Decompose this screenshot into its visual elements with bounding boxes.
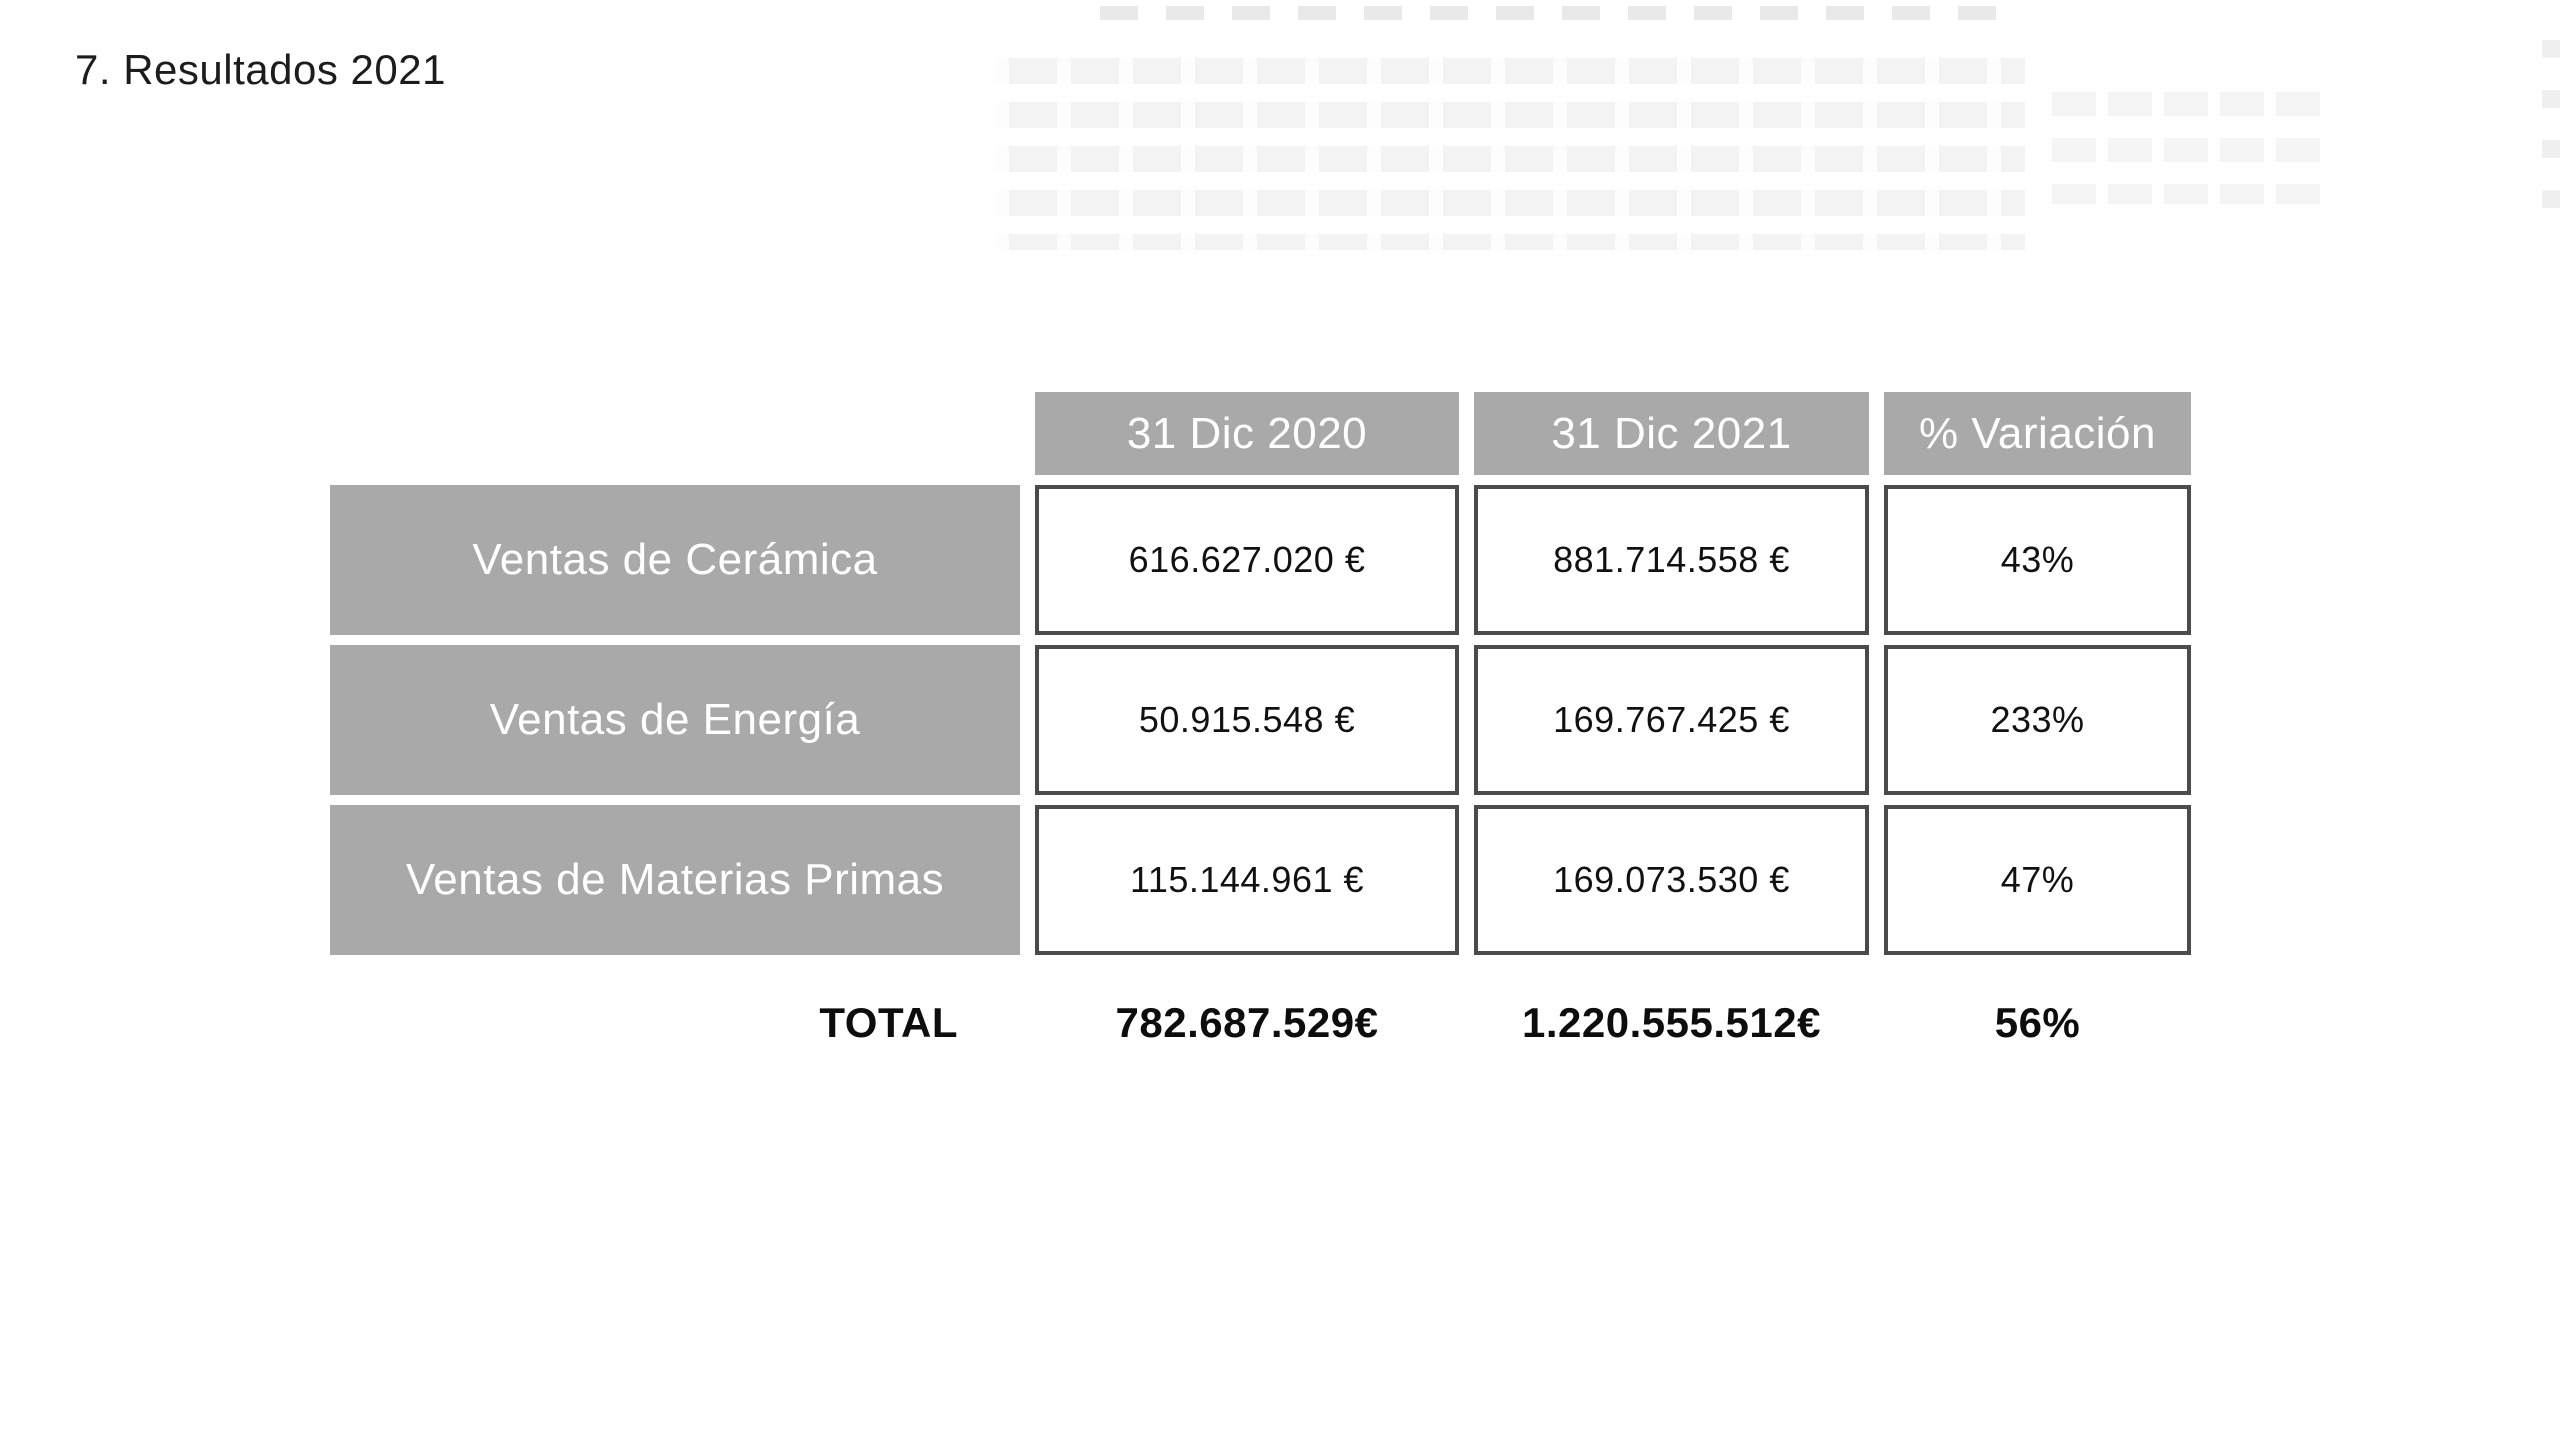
ghost-text-artifact-right: [2040, 92, 2330, 204]
value-ceramica-variacion: 43%: [1884, 485, 2191, 635]
total-2020: 782.687.529€: [1115, 999, 1379, 1046]
column-header-variacion: % Variación: [1884, 392, 2191, 475]
value-materias-2020: 115.144.961 €: [1035, 805, 1459, 955]
ghost-text-artifact-edge: [2542, 40, 2560, 230]
row-label-ventas-materias-primas: Ventas de Materias Primas: [330, 805, 1020, 955]
ghost-text-artifact-main: [995, 58, 2025, 250]
ghost-text-artifact-top: [1100, 6, 2010, 20]
total-variacion: 56%: [1994, 999, 2081, 1046]
row-label-ventas-energia: Ventas de Energía: [330, 645, 1020, 795]
page-title: 7. Resultados 2021: [75, 46, 446, 93]
value-energia-2021: 169.767.425 €: [1474, 645, 1869, 795]
results-table: 31 Dic 2020 31 Dic 2021 % Variación Vent…: [330, 392, 2191, 955]
column-header-31-dic-2021: 31 Dic 2021: [1474, 392, 1869, 475]
column-header-31-dic-2020: 31 Dic 2020: [1035, 392, 1459, 475]
total-row: TOTAL 782.687.529€ 1.220.555.512€ 56%: [330, 978, 2191, 1068]
total-label: TOTAL: [819, 999, 958, 1046]
value-energia-variacion: 233%: [1884, 645, 2191, 795]
value-ceramica-2020: 616.627.020 €: [1035, 485, 1459, 635]
value-materias-variacion: 47%: [1884, 805, 2191, 955]
table-corner-spacer: [330, 392, 1020, 475]
value-materias-2021: 169.073.530 €: [1474, 805, 1869, 955]
value-ceramica-2021: 881.714.558 €: [1474, 485, 1869, 635]
total-2021: 1.220.555.512€: [1522, 999, 1821, 1046]
value-energia-2020: 50.915.548 €: [1035, 645, 1459, 795]
row-label-ventas-ceramica: Ventas de Cerámica: [330, 485, 1020, 635]
